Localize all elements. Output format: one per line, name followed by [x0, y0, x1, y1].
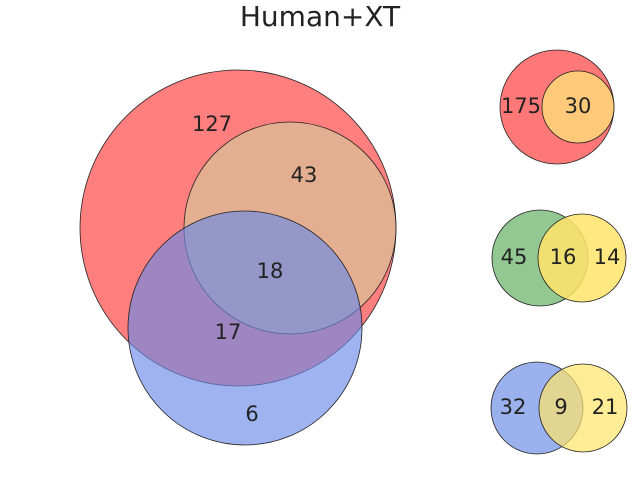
venn-small-2-label-left: 45	[501, 245, 528, 269]
venn-main-label-4: 17	[215, 320, 242, 344]
venn-small-3-label-right: 21	[592, 395, 619, 419]
venn-small-2-label-overlap: 16	[550, 245, 577, 269]
venn-small-3-label-overlap: 9	[554, 395, 567, 419]
venn-small-2: 45 16 14	[491, 209, 627, 307]
venn-small-3: 32 9 21	[490, 361, 628, 455]
venn-main-circle-c	[127, 210, 363, 446]
venn-small-2-label-right: 14	[594, 245, 621, 269]
venn-main-label-2: 43	[291, 163, 318, 187]
venn-small-1: 175 30	[499, 49, 615, 165]
venn-small-3-label-left: 32	[500, 395, 527, 419]
venn-small-1-label-left: 175	[501, 94, 541, 118]
venn-main: 127 43 18 17 6	[79, 69, 397, 446]
venn-small-1-label-inner: 30	[565, 94, 592, 118]
venn-main-label-1: 127	[192, 112, 232, 136]
chart-title: Human+XT	[239, 0, 401, 33]
venn-small-1-inner	[541, 70, 615, 144]
venn-small-2-right	[537, 213, 627, 303]
venn-main-label-3: 18	[257, 259, 284, 283]
venn-small-3-right	[538, 363, 628, 453]
venn-main-label-5: 6	[245, 402, 258, 426]
